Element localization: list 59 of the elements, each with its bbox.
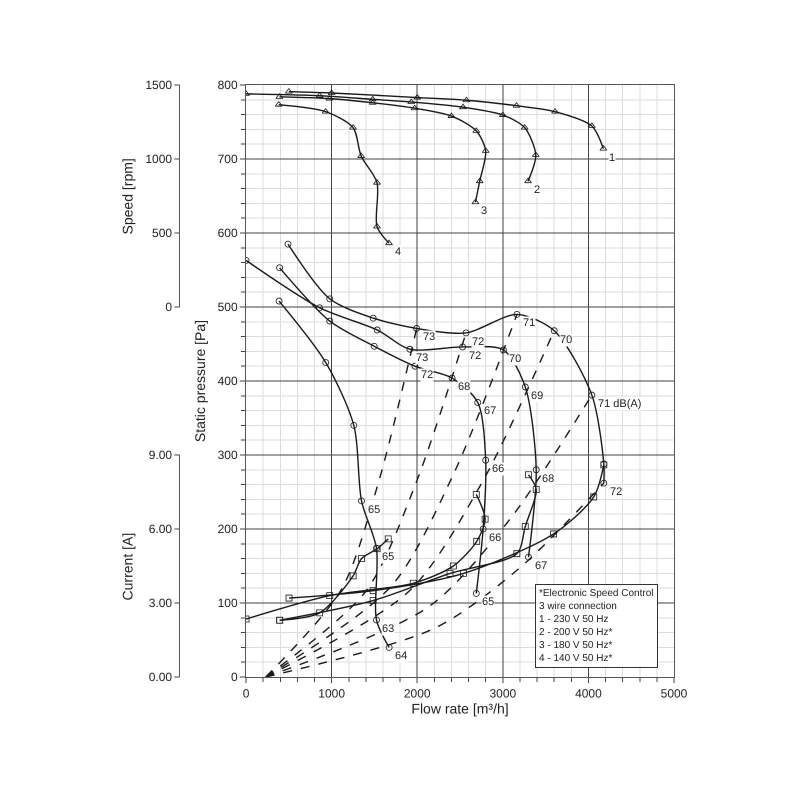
x-tick-label: 1000 [318,686,346,700]
x-tick-label: 4000 [575,686,602,700]
annotation: 71 dB(A) [598,398,642,410]
annotation: 67 [484,405,496,417]
annotation: 4 - 140 V 50 Hz* [539,653,612,664]
annotation: 65 [382,551,394,563]
y-tick-label: 300 [218,448,238,462]
annotation: 72 [610,486,622,498]
annotation: 1 - 230 V 50 Hz [539,614,608,625]
annotation: 68 [542,473,554,485]
annotation: 67 [535,560,548,572]
annotation: 72 [472,336,484,348]
annotation: 65 [482,596,494,608]
y-tick-label: 0 [230,670,238,684]
y-tick-label: 500 [218,300,238,314]
y3-tick-label: 6.00 [148,522,172,536]
annotation: 66 [489,532,502,544]
y-tick-label: 200 [218,522,238,536]
annotation: 2 - 200 V 50 Hz* [539,627,612,638]
x-tick-label: 2000 [404,686,431,700]
annotation: 70 [560,334,572,346]
x-tick-label: 3000 [489,686,516,700]
y-tick-label: 600 [218,226,238,240]
y-tick-label: 800 [218,78,238,92]
annotation: 65 [368,504,380,516]
y-tick-label: 400 [218,374,238,388]
annotation: 4 [395,246,402,258]
y2-tick-label: 500 [152,226,172,240]
annotation: 3 wire connection [539,601,617,612]
annotation: 72 [421,369,434,381]
y3-tick-label: 0.00 [148,670,172,684]
x-axis-title: Flow rate [m³/h] [411,700,509,717]
y2-tick-label: 1000 [145,152,172,166]
annotation: 2 [534,184,540,196]
y3-axis-title: Current [A] [119,532,136,600]
y2-axis-title: Speed [rpm] [119,158,136,234]
y-tick-label: 100 [218,596,238,610]
y2-tick-label: 0 [165,300,172,314]
annotation: 1 [609,152,616,164]
annotation: 68 [458,381,470,393]
annotation: 66 [492,463,504,475]
annotation: 73 [416,352,428,364]
annotation: 3 [481,205,488,217]
annotation: *Electronic Speed Control [539,588,654,599]
annotation: 63 [382,623,394,635]
annotation: 64 [395,650,408,662]
y3-tick-label: 9.00 [148,448,172,462]
annotation: 3 - 180 V 50 Hz* [539,640,612,651]
annotation: 71 [523,317,536,329]
annotation: 70 [509,353,522,365]
y-tick-label: 700 [218,152,238,166]
y3-tick-label: 3.00 [148,596,172,610]
annotation: 73 [423,331,436,343]
annotation: 72 [469,350,482,362]
y-axis-title: Static pressure [Pa] [192,320,208,442]
y2-tick-label: 1500 [145,78,172,92]
x-tick-label: 0 [242,686,250,700]
annotation: 69 [531,390,544,402]
x-tick-label: 5000 [660,686,688,700]
